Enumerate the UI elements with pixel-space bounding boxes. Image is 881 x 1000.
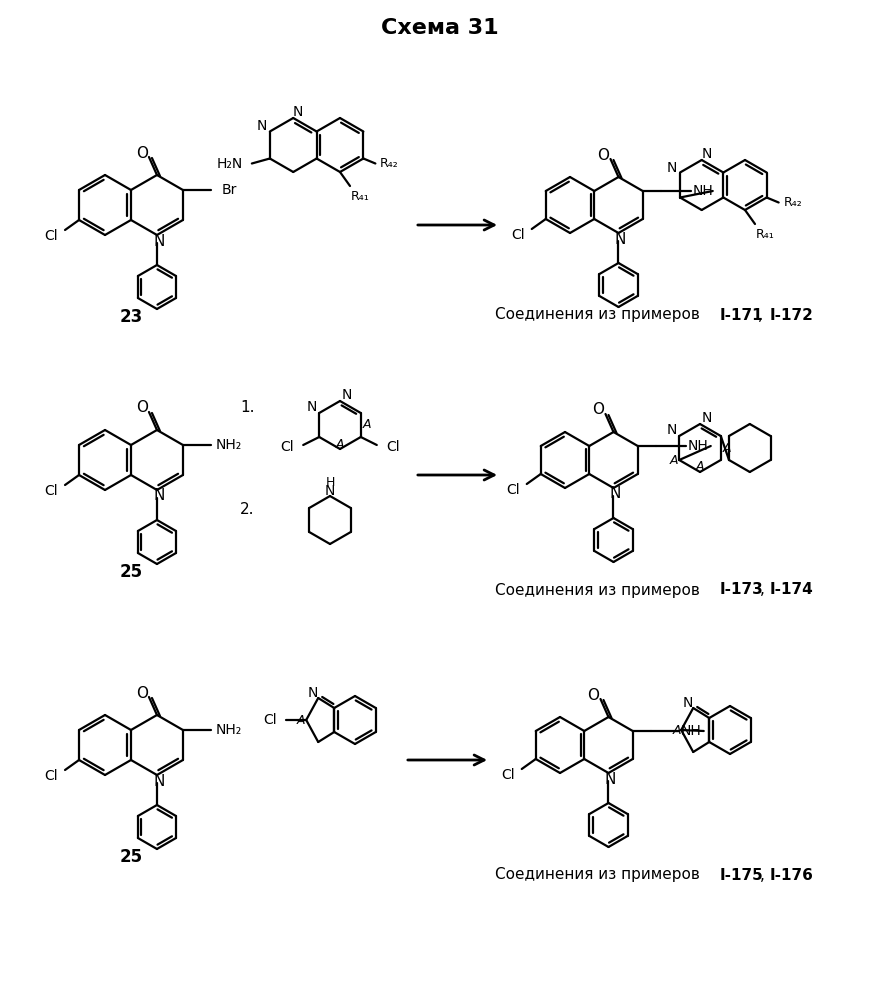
Text: ,: ,: [760, 582, 770, 597]
Text: N: N: [308, 686, 318, 700]
Text: N: N: [153, 488, 165, 504]
Text: 25: 25: [120, 563, 143, 581]
Text: 23: 23: [119, 308, 143, 326]
Text: R₄₁: R₄₁: [351, 190, 369, 202]
Text: A: A: [696, 460, 704, 473]
Text: Cl: Cl: [280, 440, 294, 454]
Text: N: N: [307, 400, 317, 414]
Text: H₂N: H₂N: [217, 156, 243, 170]
Text: Схема 31: Схема 31: [381, 18, 499, 38]
Text: O: O: [136, 145, 148, 160]
Text: N: N: [153, 233, 165, 248]
Text: N: N: [667, 423, 677, 437]
Text: N: N: [683, 696, 693, 710]
Text: H: H: [325, 476, 335, 488]
Text: Соединения из примеров: Соединения из примеров: [495, 867, 705, 882]
Text: N: N: [342, 388, 352, 402]
Text: N: N: [610, 487, 621, 502]
Text: NH₂: NH₂: [216, 723, 242, 737]
Text: A: A: [673, 724, 682, 736]
Text: N: N: [153, 774, 165, 788]
Text: Cl: Cl: [501, 768, 515, 782]
Text: O: O: [593, 402, 604, 418]
Text: Соединения из примеров: Соединения из примеров: [495, 308, 705, 322]
Text: O: O: [597, 147, 610, 162]
Text: N: N: [702, 411, 712, 425]
Text: Cl: Cl: [511, 228, 524, 242]
Text: A: A: [336, 438, 344, 452]
Text: I-175: I-175: [720, 867, 764, 882]
Text: I-173: I-173: [720, 582, 764, 597]
Text: O: O: [136, 400, 148, 416]
Text: N: N: [325, 484, 335, 498]
Text: ,: ,: [758, 308, 767, 322]
Text: NH: NH: [680, 724, 701, 738]
Text: Cl: Cl: [44, 484, 58, 498]
Text: O: O: [136, 686, 148, 700]
Text: Cl: Cl: [44, 769, 58, 783]
Text: I-176: I-176: [770, 867, 814, 882]
Text: I-174: I-174: [770, 582, 814, 597]
Text: N: N: [701, 147, 712, 161]
Text: I-172: I-172: [770, 308, 814, 322]
Text: 1.: 1.: [240, 400, 255, 416]
Text: N: N: [605, 772, 616, 786]
Text: N: N: [615, 232, 626, 246]
Text: A: A: [297, 714, 306, 726]
Text: I-171: I-171: [720, 308, 764, 322]
Text: Cl: Cl: [386, 440, 400, 454]
Text: Cl: Cl: [44, 229, 58, 243]
Text: N: N: [256, 119, 267, 133]
Text: Cl: Cl: [263, 713, 277, 727]
Text: R₄₁: R₄₁: [756, 228, 774, 240]
Text: R₄₂: R₄₂: [783, 196, 802, 209]
Text: R₄₂: R₄₂: [380, 157, 399, 170]
Text: Cl: Cl: [506, 483, 520, 497]
Text: A: A: [670, 454, 678, 466]
Text: NH: NH: [692, 184, 713, 198]
Text: N: N: [667, 160, 677, 174]
Text: O: O: [588, 688, 599, 702]
Text: A: A: [363, 418, 371, 432]
Text: A: A: [722, 442, 731, 454]
Text: N: N: [293, 105, 303, 119]
Text: Соединения из примеров: Соединения из примеров: [495, 582, 705, 597]
Text: NH₂: NH₂: [216, 438, 242, 452]
Text: 2.: 2.: [240, 502, 255, 518]
Text: NH: NH: [687, 439, 708, 453]
Text: Br: Br: [221, 183, 237, 197]
Text: ,: ,: [760, 867, 770, 882]
Text: 25: 25: [120, 848, 143, 866]
